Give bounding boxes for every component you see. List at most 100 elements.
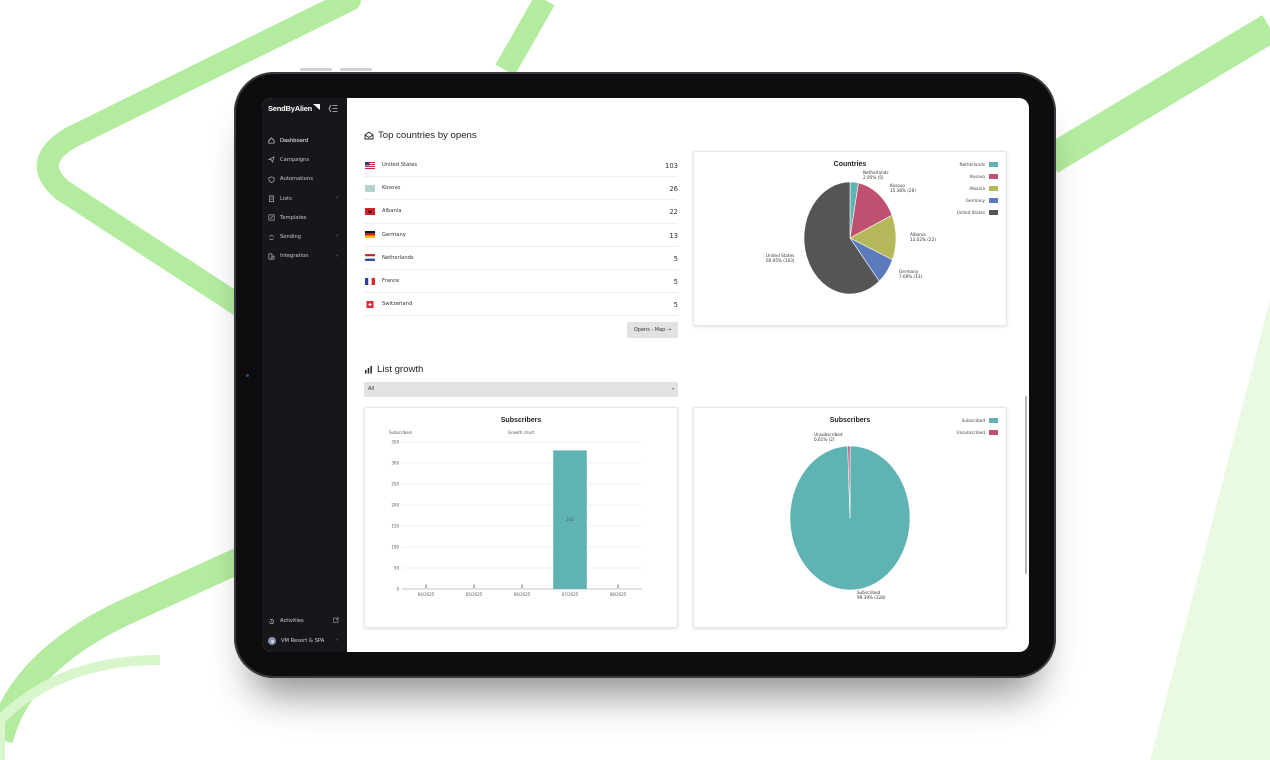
sidebar-item-templates[interactable]: Templates	[262, 208, 347, 227]
subscribers-legend: Subscribed Unsubscribed	[957, 414, 998, 438]
opens-map-button[interactable]: Opens - Map →	[627, 322, 678, 338]
history-icon	[269, 618, 274, 624]
x-tick-label: 05/2025	[466, 592, 483, 597]
subscribers-pie-title: Subscribers	[829, 417, 871, 424]
list-item: United States 103	[364, 154, 678, 178]
list-item: Switzerland 5	[364, 293, 678, 317]
sending-icon	[269, 234, 274, 240]
sidebar-item-automations[interactable]: Automations	[262, 170, 347, 189]
subscribers-slice-unsubscribed[interactable]	[847, 445, 851, 519]
legend-swatch	[989, 197, 998, 203]
sidebar-item-label: Campaigns	[280, 156, 310, 163]
chart-subtitle: Growth chart	[508, 430, 535, 435]
y-tick-label: 350	[391, 439, 399, 444]
countries-chart-card: Countries Netherlands Kosovo Albania Ger…	[693, 151, 1007, 326]
y-tick-label: 150	[391, 523, 399, 528]
top-countries-heading: Top countries by opens	[364, 130, 477, 141]
avatar	[268, 637, 276, 645]
slice-label-germany: Germany 7.69% (13)	[899, 269, 923, 279]
y-tick-label: 200	[391, 502, 399, 507]
list-item: Albania 22	[364, 200, 678, 224]
sidebar-item-sending[interactable]: Sending ›	[262, 227, 347, 246]
legend-swatch	[989, 417, 998, 423]
brand-mark-icon	[313, 104, 321, 110]
list-item: Netherlands 5	[364, 247, 678, 270]
y-tick-label: 0	[396, 586, 399, 591]
legend-swatch	[989, 161, 998, 167]
country-name: France	[382, 278, 400, 285]
tablet-camera	[246, 374, 249, 377]
list-item: Kosovo 26	[364, 177, 678, 201]
country-name: Kosovo	[382, 185, 401, 192]
list-growth-heading: List growth	[364, 364, 423, 375]
legend-swatch	[989, 173, 998, 179]
list-icon	[269, 195, 274, 202]
legend-item: Germany	[957, 194, 998, 206]
y-tick-label: 300	[391, 460, 399, 465]
sidebar-item-label: Sending	[280, 234, 302, 241]
legend-item: Kosovo	[957, 170, 998, 182]
country-opens: 22	[669, 208, 678, 217]
countries-slice-kosovo[interactable]	[849, 182, 893, 239]
bar-value-label: 0	[521, 584, 524, 589]
legend-swatch	[989, 209, 998, 215]
chevron-right-icon: ›	[336, 233, 338, 240]
legend-item: Unsubscribed	[957, 426, 998, 438]
sidebar-item-label: Templates	[280, 214, 307, 221]
legend-label: United States	[956, 209, 985, 215]
main-scrollbar[interactable]	[1025, 396, 1027, 574]
sidebar-item-label: Integration	[280, 253, 309, 260]
countries-legend: Netherlands Kosovo Albania Germany Unite…	[957, 158, 998, 218]
external-link-icon[interactable]	[333, 617, 339, 623]
legend-label: Germany	[965, 197, 985, 203]
x-tick-label: 06/2025	[514, 592, 531, 597]
shield-icon	[268, 176, 275, 183]
list-filter-select[interactable]: All ▾	[364, 382, 678, 397]
country-opens: 5	[673, 254, 678, 263]
list-item: Germany 13	[364, 224, 678, 247]
country-name: Germany	[382, 231, 406, 238]
home-icon	[268, 137, 275, 144]
legend-label: Netherlands	[959, 161, 985, 167]
sidebar-item-dashboard[interactable]: Dashboard	[262, 131, 347, 150]
legend-swatch	[989, 429, 998, 435]
country-name: Netherlands	[382, 254, 414, 261]
brand-logo[interactable]: SendByAlien	[268, 104, 321, 113]
bar-value-label: 330	[566, 517, 574, 522]
country-opens: 26	[669, 185, 678, 194]
chevron-right-icon: ›	[336, 637, 338, 643]
x-tick-label: 04/2025	[418, 592, 435, 597]
sidebar-item-activities[interactable]: Activities	[262, 611, 347, 631]
subscribers-bar-chart: Subscribers Growth chart 0 50 100 150 200 250 30…	[389, 430, 642, 597]
send-icon	[268, 156, 275, 164]
germany-flag-icon	[365, 231, 375, 239]
subscribers-bar-card: Subscribers Subscribers Growth chart 0 50 10…	[364, 407, 678, 628]
legend-swatch	[989, 185, 998, 191]
sidebar-item-campaigns[interactable]: Campaigns	[262, 150, 347, 169]
netherlands-flag-icon	[365, 254, 375, 262]
sidebar-item-lists[interactable]: Lists ›	[262, 189, 347, 208]
subscribers-bar-title: Subscribers	[500, 417, 542, 424]
legend-label: Subscribed	[961, 417, 985, 423]
sidebar-item-integration[interactable]: Integration ›	[262, 247, 347, 266]
bar[interactable]	[553, 450, 587, 589]
country-list: United States 103 Kosovo 26 Albania 22 G…	[364, 154, 678, 317]
sidebar-footer: Activities VM Resort & SPA ›	[262, 611, 347, 651]
slice-label-kosovo: Kosovo 15.38% (26)	[890, 183, 916, 193]
slice-label-united-states: United States 60.95% (103)	[766, 253, 795, 263]
bar-value-label: 0	[617, 584, 620, 589]
top-countries-title: Top countries by opens	[378, 130, 477, 141]
integration-icon	[268, 253, 275, 260]
activities-label: Activities	[280, 618, 304, 624]
sidebar-item-label: Automations	[280, 176, 313, 183]
country-name: Switzerland	[382, 301, 413, 308]
country-opens: 5	[673, 277, 678, 286]
brand-name: SendByAlien	[268, 104, 313, 113]
bar-value-label: 0	[473, 584, 476, 589]
countries-slice-united-states[interactable]	[803, 181, 880, 295]
legend-item: Albania	[957, 182, 998, 194]
country-name: Albania	[382, 208, 402, 215]
us-flag-icon	[365, 161, 375, 169]
account-switcher[interactable]: VM Resort & SPA ›	[262, 631, 347, 651]
collapse-sidebar-icon[interactable]	[328, 104, 338, 113]
